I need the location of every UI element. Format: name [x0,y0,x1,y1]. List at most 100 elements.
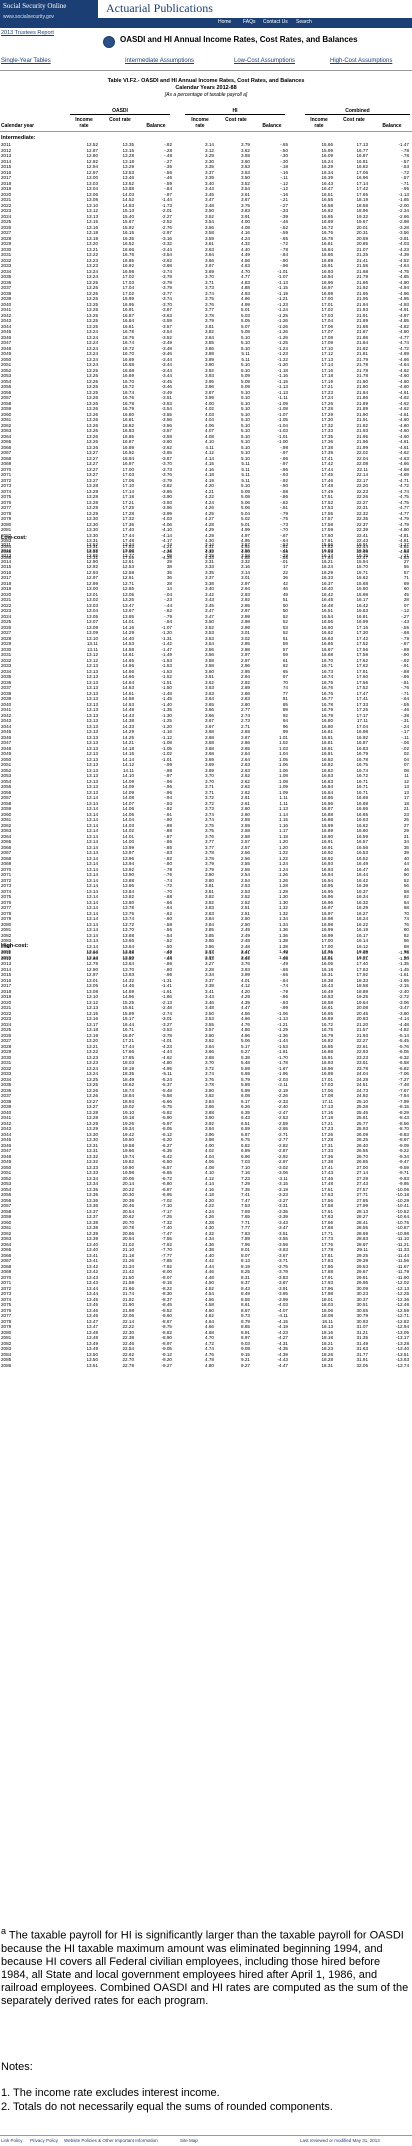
value-cell: 13.03 [86,180,99,186]
year-cell: 2083 [1,1346,12,1351]
value-cell: 13.35 [86,1186,99,1192]
value-cell: 14.69 [122,988,135,994]
value-cell: 2.95 [241,602,250,608]
value-cell: -.12 [401,608,409,613]
value-cell: 58 [403,888,409,894]
value-cell: -4.95 [398,296,409,301]
footer-privacy[interactable]: Privacy Policy [30,2138,59,2143]
value-cell: 13.13 [86,773,99,778]
year-cell: 2068 [1,455,12,461]
value-cell: 5.10 [241,450,250,455]
value-cell: 8.91 [241,1329,250,1335]
value-cell: 17.63 [356,966,369,972]
value-cell: -8.29 [398,1109,409,1115]
value-cell: 17.85 [122,1054,135,1060]
value-cell: 5.10 [241,400,250,406]
value-cell: -.55 [280,554,288,560]
low-cost-link[interactable]: Low-Cost Assumptions [234,58,296,64]
value-cell: 2.60 [241,806,250,811]
nav-faqs[interactable]: FAQs [243,19,256,25]
value-cell: 16.97 [321,905,334,910]
value-cell: -3.86 [161,488,172,494]
value-cell: 4.12 [241,983,250,988]
year-cell: 2052 [1,1175,12,1181]
value-cell: 3.43 [205,597,214,602]
value-cell: 17.10 [321,345,334,351]
value-cell: 16.91 [122,307,135,312]
value-cell: -.55 [401,624,409,630]
value-cell: 16.37 [356,888,369,894]
value-cell: 13.42 [86,1269,99,1274]
value-cell: 17.30 [321,417,334,422]
value-cell: 17.01 [321,1076,334,1082]
table-row: 2064 13.40 21.02 -7.62 4.36 7.95 -3.59 17.76 28.… [0,1242,412,1248]
value-cell: -.52 [280,224,288,230]
table-row: 2035 13.24 17.02 -3.78 3.70 4.77 -1.07 16.94 21.… [0,274,412,280]
value-cell: 3.64 [205,252,214,257]
intermediate-link[interactable]: Intermediate Assumptions [125,58,195,64]
value-cell: 4.95 [241,538,250,543]
value-cell: 14.06 [122,806,135,811]
value-cell: 3.29 [205,153,214,158]
table-row: 2012 12.88 13.00 -.12 3.15 3.56 -.41 16.03 16.56… [0,548,412,554]
trustees-report-link[interactable]: 2013 Trustees Report [1,30,54,36]
nav-contact[interactable]: Contact Us [263,19,288,25]
value-cell: 13.28 [86,483,99,488]
value-cell: 5.10 [241,362,250,367]
ssa-logo-block[interactable]: Social Security Online www.socialsecurit… [0,0,98,28]
nav-home[interactable]: Home [218,19,232,25]
value-cell: 5.10 [241,428,250,433]
value-cell: 16.18 [321,966,334,972]
value-cell: -6.95 [161,1192,172,1197]
year-cell: 2028 [1,635,12,641]
value-cell: 17.03 [321,312,334,318]
value-cell: 16.83 [321,773,334,778]
value-cell: -9.71 [398,1170,409,1175]
value-cell: 16.87 [122,312,135,318]
value-cell: -7.48 [398,1082,409,1087]
value-cell: 12.56 [86,950,99,955]
year-cell: 2038 [1,290,12,296]
agency-name[interactable]: Social Security Online [3,2,67,10]
value-cell: -3.02 [277,1164,288,1170]
value-cell: -9.27 [161,1362,172,1368]
table-row: 2072 13.14 13.88 -.74 3.80 2.54 1.26 16.94 16.42… [0,878,412,884]
value-cell: 21.95 [356,290,369,296]
year-cell: 2024 [1,613,12,619]
value-cell: 16.97 [122,461,135,466]
value-cell: 4.92 [241,543,250,549]
high-cost-link[interactable]: High-Cost Assumptions [330,58,393,64]
year-cell: 2073 [1,1291,12,1296]
single-year-tables-link[interactable]: Single-Year Tables [1,58,51,64]
value-cell: 21.93 [356,307,369,312]
value-cell: -3.67 [161,455,172,461]
table-row: 2028 13.21 17.44 -4.23 3.64 5.17 -1.53 16.85 22.… [0,1044,412,1050]
value-cell: -7.10 [161,1203,172,1208]
year-cell: 2057 [1,395,12,400]
year-cell: 2066 [1,1252,12,1258]
table-row: 2073 13.14 13.86 -.72 3.81 2.53 1.28 16.95 16.39… [0,883,412,889]
value-cell: 20.45 [356,1010,369,1016]
value-cell: 16.81 [122,417,135,422]
footer-website-policies[interactable]: Website Policies & Other Important Infor… [64,2138,158,2143]
agency-url[interactable]: www.socialsecurity.gov [3,14,55,20]
table-row: 2017 13.05 14.46 -1.41 3.38 4.12 -.74 16.43 18.5… [0,983,412,989]
value-cell: 24.73 [356,1087,369,1093]
footer-site-map[interactable]: Site Map [180,2138,198,2143]
value-cell: 3.53 [241,169,250,175]
value-cell: 16.98 [321,1071,334,1076]
value-cell: -4.83 [398,549,409,554]
value-cell: -.65 [280,966,288,972]
value-cell: 17.62 [356,657,369,663]
value-cell: -.79 [401,635,409,641]
value-cell: 5.89 [241,1082,250,1087]
nav-search[interactable]: Search [296,19,312,25]
value-cell: 13.13 [86,734,99,740]
value-cell: -.27 [401,613,409,619]
footer-link-policy[interactable]: Link Policy [1,2138,23,2143]
value-cell: 13.67 [122,608,135,613]
value-cell: 16.88 [321,811,334,817]
value-cell: -2.26 [277,1093,288,1098]
value-cell: 7.03 [241,1159,250,1164]
value-cell: -1.47 [161,646,172,652]
